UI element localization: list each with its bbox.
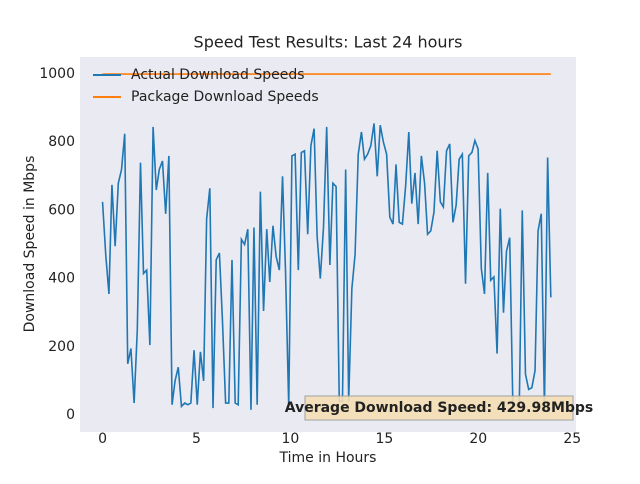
x-axis-label: Time in Hours bbox=[279, 450, 377, 466]
y-tick-label: 200 bbox=[48, 339, 75, 355]
y-tick-label: 0 bbox=[66, 407, 75, 423]
x-tick-label: 5 bbox=[192, 431, 201, 447]
plot-area bbox=[80, 57, 576, 432]
annotation: Average Download Speed: 429.98Mbps bbox=[285, 400, 594, 416]
annotation-box bbox=[304, 395, 574, 421]
legend-label: Actual Download Speeds bbox=[131, 67, 305, 83]
chart-title: Speed Test Results: Last 24 hours bbox=[194, 33, 463, 52]
y-tick-label: 800 bbox=[48, 134, 75, 150]
y-axis-label: Download Speed in Mbps bbox=[22, 156, 38, 333]
data-line bbox=[101, 123, 552, 410]
x-tick-label: 0 bbox=[98, 431, 107, 447]
y-tick-label: 1000 bbox=[39, 66, 75, 82]
x-tick-label: 20 bbox=[469, 431, 487, 447]
y-tick-label: 400 bbox=[48, 271, 75, 287]
x-tick-label: 25 bbox=[563, 431, 581, 447]
legend-label: Package Download Speeds bbox=[131, 89, 319, 105]
x-tick-label: 10 bbox=[282, 431, 300, 447]
y-tick-label: 600 bbox=[48, 202, 75, 218]
x-tick-label: 15 bbox=[375, 431, 393, 447]
